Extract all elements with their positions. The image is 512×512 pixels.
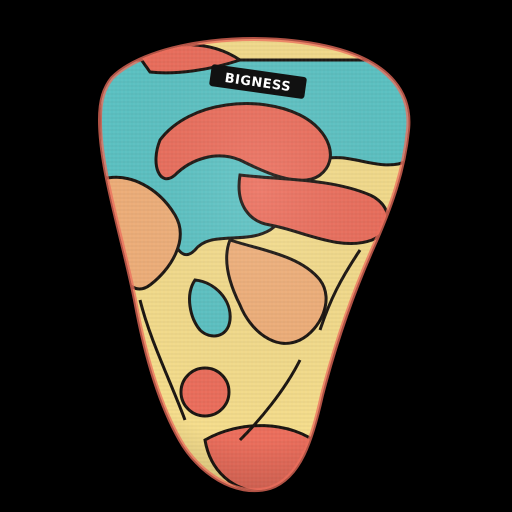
brand-label-bg xyxy=(209,64,307,99)
object-outline xyxy=(97,37,411,493)
brand-label: BIGNESS xyxy=(209,64,307,99)
